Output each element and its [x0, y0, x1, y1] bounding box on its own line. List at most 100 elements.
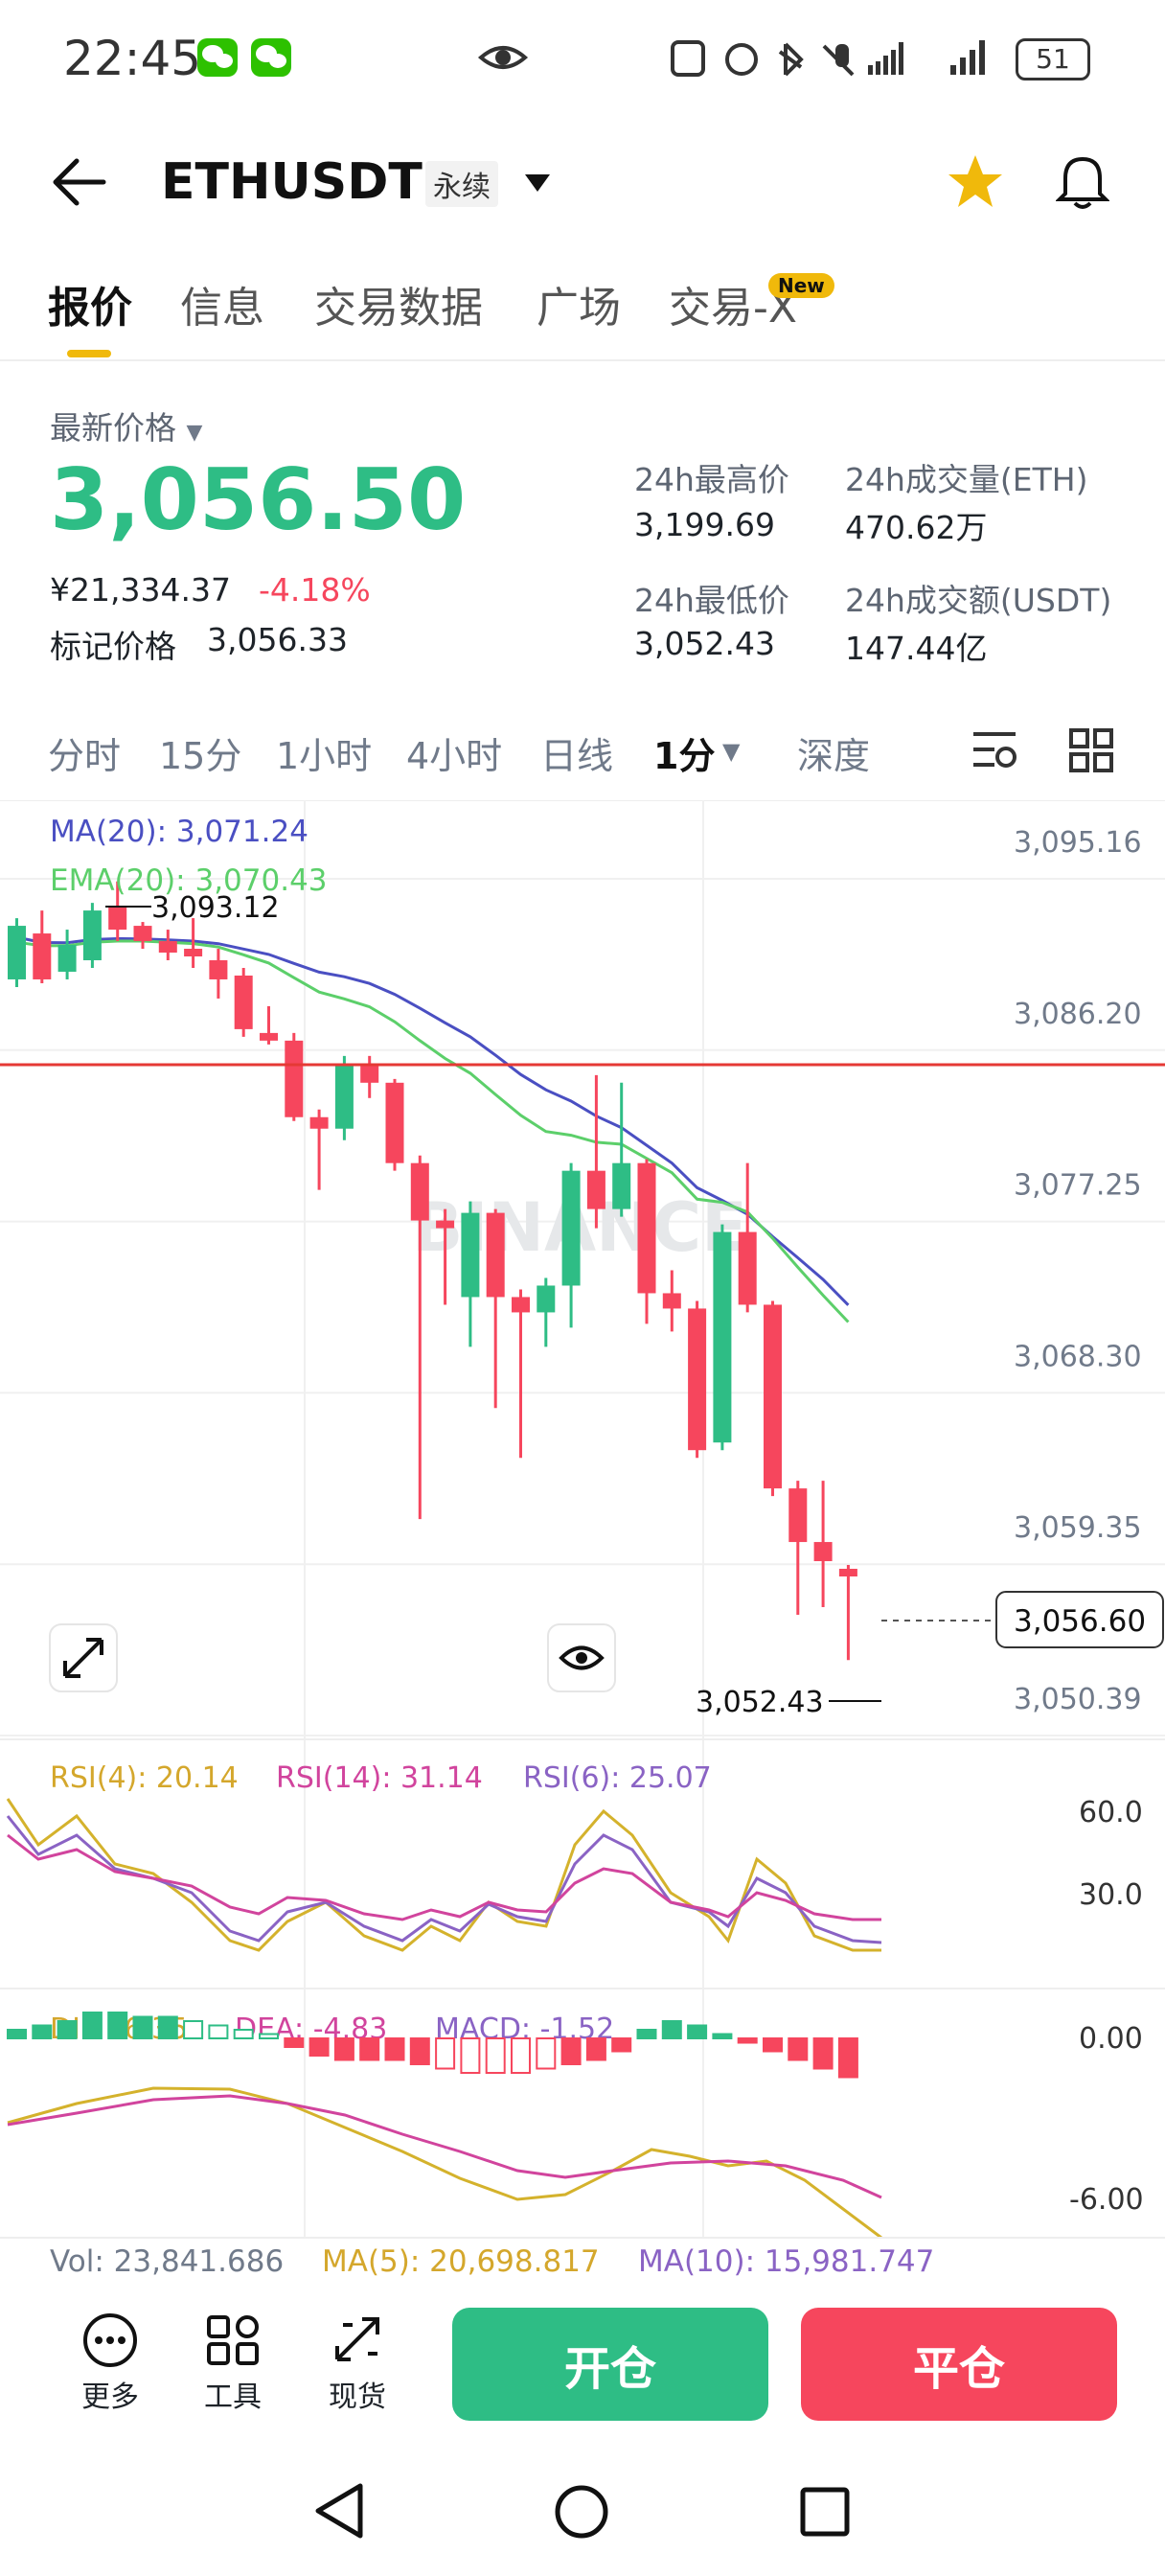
y-tick-label: 3,068.30	[1014, 1340, 1142, 1373]
nav-recents-icon[interactable]	[799, 2486, 851, 2538]
interval-4h[interactable]: 4小时	[406, 735, 503, 777]
macd-histogram	[7, 2012, 858, 2079]
candle-down	[788, 1488, 808, 1543]
interval-depth[interactable]: 深度	[797, 735, 871, 777]
spot-label: 现货	[329, 2380, 386, 2414]
candle-down	[738, 1231, 757, 1305]
candle-down	[512, 1297, 530, 1313]
open-position-button[interactable]: 开仓	[452, 2308, 768, 2421]
last-price-label-text: 最新价格	[50, 409, 176, 447]
rsi6-line	[6, 1815, 882, 1944]
candle-down	[309, 1116, 329, 1129]
moving-average-lines	[16, 935, 850, 1323]
chart-settings-icon[interactable]	[970, 728, 1019, 770]
candle-down	[285, 1040, 304, 1117]
ma20-label: MA(20): 3,071.24	[50, 815, 308, 849]
change-percent: -4.18%	[259, 571, 371, 609]
new-badge: New	[768, 273, 834, 298]
y-tick-label: 3,095.16	[1014, 826, 1142, 860]
macd-bar	[460, 2037, 481, 2074]
macd-tick-neg6: -6.00	[1069, 2183, 1144, 2217]
close-position-button[interactable]: 平仓	[801, 2308, 1117, 2421]
interval-1h[interactable]: 1小时	[276, 735, 373, 777]
tools-button[interactable]: 工具	[180, 2312, 286, 2415]
macd-bar	[737, 2037, 758, 2044]
interval-timeshare[interactable]: 分时	[48, 735, 122, 777]
candle-down	[637, 1162, 656, 1294]
macd-bar	[208, 2024, 229, 2039]
low-24h-value: 3,052.43	[634, 625, 775, 662]
price-chart[interactable]: BINANCE 3,095.163,086.203,077.253,068.30…	[0, 800, 1165, 2247]
contract-type-tag: 永续	[425, 161, 498, 207]
last-price: 3,056.50	[50, 450, 467, 549]
grid-layout-icon[interactable]	[1069, 728, 1113, 772]
nav-back-icon[interactable]	[312, 2482, 366, 2540]
symbol-title[interactable]: ETHUSDT	[161, 153, 423, 211]
clock: 22:45	[63, 31, 202, 86]
candle-up	[8, 926, 26, 979]
candle-up	[461, 1212, 480, 1298]
chevron-down-icon[interactable]	[523, 172, 552, 194]
macd-bar	[636, 2029, 657, 2039]
macd-bar	[435, 2037, 456, 2070]
expand-icon	[63, 1638, 103, 1678]
y-tick-label: 3,086.20	[1014, 998, 1142, 1031]
mark-price-value: 3,056.33	[207, 621, 348, 658]
current-price-tag-text: 3,056.60	[1014, 1604, 1146, 1639]
bell-icon[interactable]	[1056, 151, 1109, 211]
tools-icon	[207, 2315, 259, 2365]
macd-bar	[132, 2015, 153, 2039]
candle-down	[813, 1542, 833, 1562]
macd-bar	[333, 2037, 354, 2061]
candle-down	[688, 1308, 707, 1451]
interval-dropdown-icon[interactable]: ▼	[722, 738, 741, 765]
wechat-icon-2	[251, 38, 291, 77]
status-icons	[671, 40, 903, 77]
more-icon	[83, 2313, 137, 2367]
back-arrow-icon[interactable]	[50, 157, 107, 207]
tab-bar: 报价 信息 交易数据 广场 交易-X New	[0, 273, 1165, 361]
star-icon[interactable]	[947, 153, 1004, 209]
last-price-label[interactable]: 最新价格 ▼	[50, 402, 202, 448]
interval-1m[interactable]: 1分	[653, 735, 716, 777]
tab-square[interactable]: 广场	[537, 284, 621, 333]
tab-trading-data[interactable]: 交易数据	[314, 284, 483, 333]
candle-down	[586, 1170, 605, 1209]
macd-bar	[788, 2037, 809, 2061]
spot-button[interactable]: 现货	[305, 2312, 410, 2415]
macd-bar	[384, 2037, 405, 2061]
current-price-tag	[995, 1591, 1164, 1648]
high-24h-value: 3,199.69	[634, 506, 775, 543]
candle-down	[33, 933, 52, 979]
interval-15m[interactable]: 15分	[159, 735, 242, 777]
macd-bar	[107, 2012, 128, 2039]
candle-up	[713, 1231, 732, 1443]
volume-ma10-label: MA(10): 15,981.747	[638, 2244, 935, 2279]
macd-tick-0: 0.00	[1079, 2022, 1143, 2056]
macd-bar	[661, 2020, 682, 2039]
macd-bar	[837, 2037, 858, 2079]
rsi-tick-30: 30.0	[1079, 1878, 1143, 1912]
low-24h-label: 24h最低价	[634, 582, 789, 619]
macd-bar	[259, 2033, 279, 2039]
mark-price-label: 标记价格	[50, 628, 176, 665]
vol-24h-label: 24h成交量(ETH)	[845, 461, 1088, 498]
candle-down	[436, 1220, 455, 1229]
low-marker: 3,052.43	[696, 1686, 824, 1719]
nav-home-icon[interactable]	[554, 2484, 609, 2540]
y-tick-label: 3,050.39	[1014, 1683, 1142, 1716]
macd-bar	[611, 2037, 632, 2053]
signal-icon	[950, 40, 985, 75]
high-marker: 3,093.12	[151, 891, 280, 925]
more-button[interactable]: 更多	[57, 2312, 163, 2415]
candle-down	[209, 960, 228, 979]
active-tab-indicator	[67, 350, 111, 357]
macd-bar	[157, 2015, 178, 2039]
interval-daily[interactable]: 日线	[540, 735, 614, 777]
status-bar: 22:45 51	[0, 0, 1165, 115]
tab-info[interactable]: 信息	[180, 284, 264, 333]
macd-bar	[536, 2037, 557, 2070]
candle-up	[57, 945, 77, 972]
tab-quote[interactable]: 报价	[48, 284, 132, 333]
candle-down	[360, 1063, 379, 1083]
